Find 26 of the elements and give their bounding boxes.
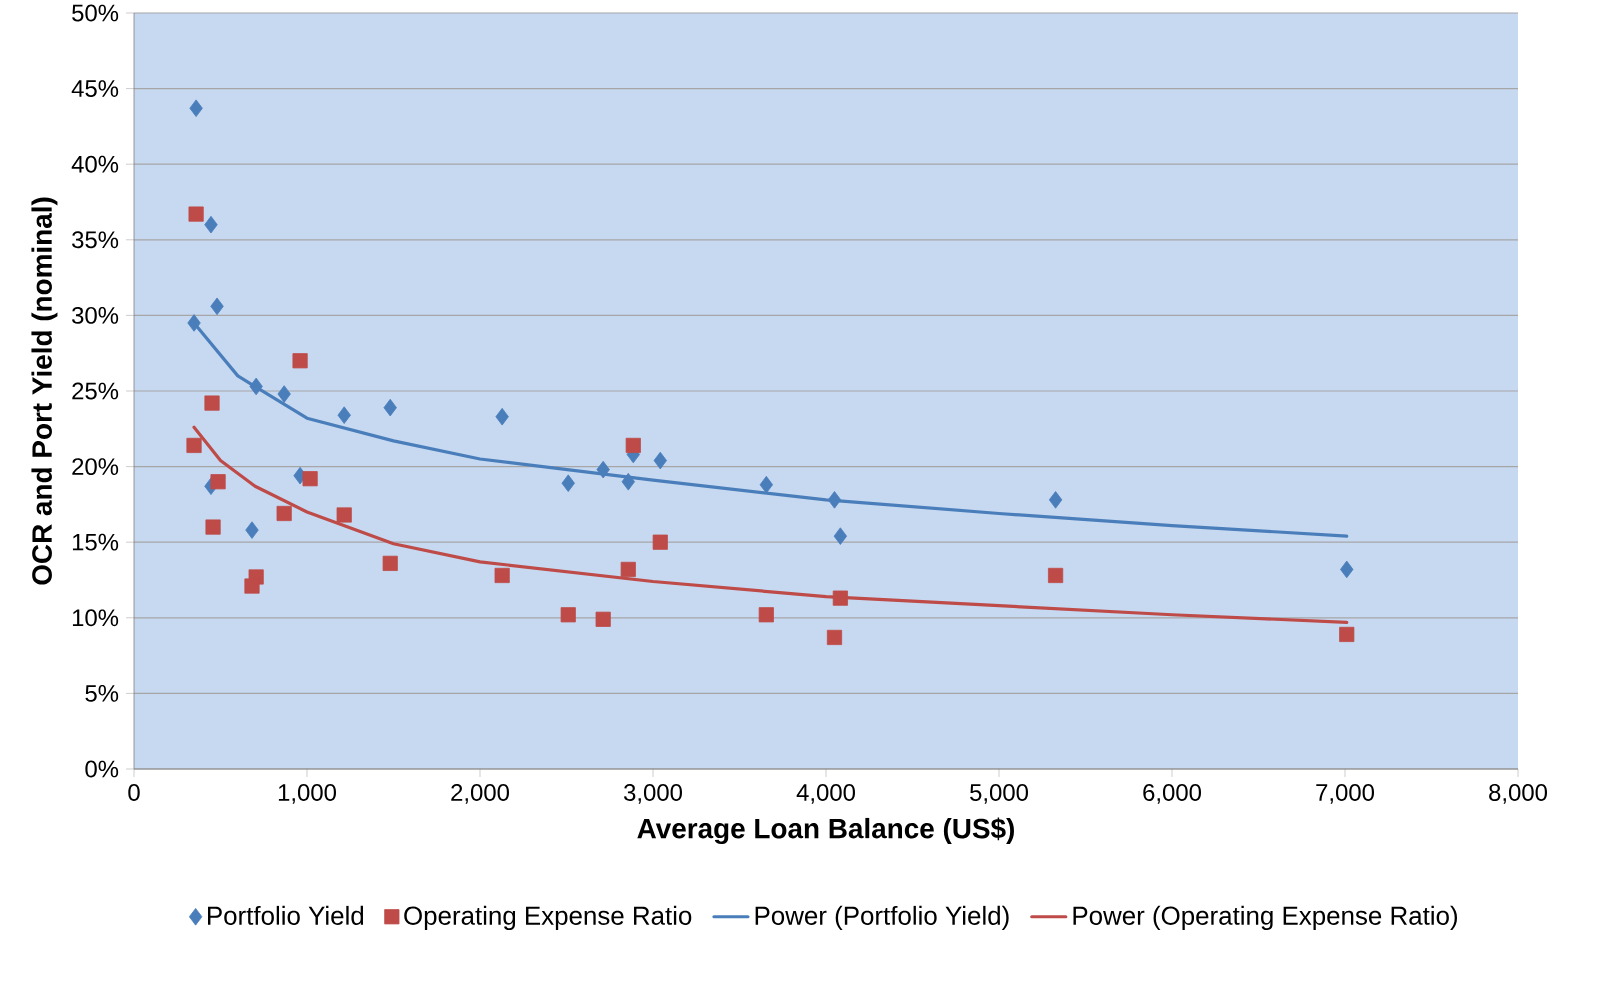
x-tick-label: 1,000	[278, 784, 336, 804]
x-tick-label: 2,000	[451, 784, 509, 804]
x-tick-label: 8,000	[1489, 784, 1547, 804]
legend-label: Power (Portfolio Yield)	[755, 905, 1009, 931]
x-axis-title: Average Loan Balance (US$)	[637, 817, 1014, 845]
y-tick-label: 40%	[71, 155, 119, 173]
legend-label: Portfolio Yield	[208, 905, 364, 925]
y-tick-label: 15%	[72, 533, 119, 551]
y-tick-label: 20%	[72, 458, 119, 476]
y-tick-label: 0%	[85, 760, 119, 778]
y-tick-label: 10%	[72, 609, 119, 627]
y-axis-title: OCR and Port Yield (nominal)	[31, 197, 58, 585]
y-tick-label: 50%	[72, 4, 119, 22]
legend-label: Operating Expense Ratio	[404, 905, 692, 931]
y-tick-label: 35%	[72, 231, 119, 249]
x-tick-label: 0	[128, 784, 140, 801]
y-tick-label: 45%	[71, 80, 119, 97]
x-tick-label: 4,000	[796, 784, 855, 804]
x-tick-label: 6,000	[1143, 784, 1201, 804]
legend-label: Power (Operating Expense Ratio)	[1073, 905, 1457, 931]
x-tick-label: 7,000	[1316, 784, 1374, 804]
x-tick-label: 3,000	[624, 784, 682, 804]
y-tick-label: 5%	[85, 684, 119, 702]
x-tick-label: 5,000	[970, 784, 1028, 804]
y-tick-label: 30%	[72, 306, 119, 324]
y-tick-label: 25%	[72, 382, 119, 400]
